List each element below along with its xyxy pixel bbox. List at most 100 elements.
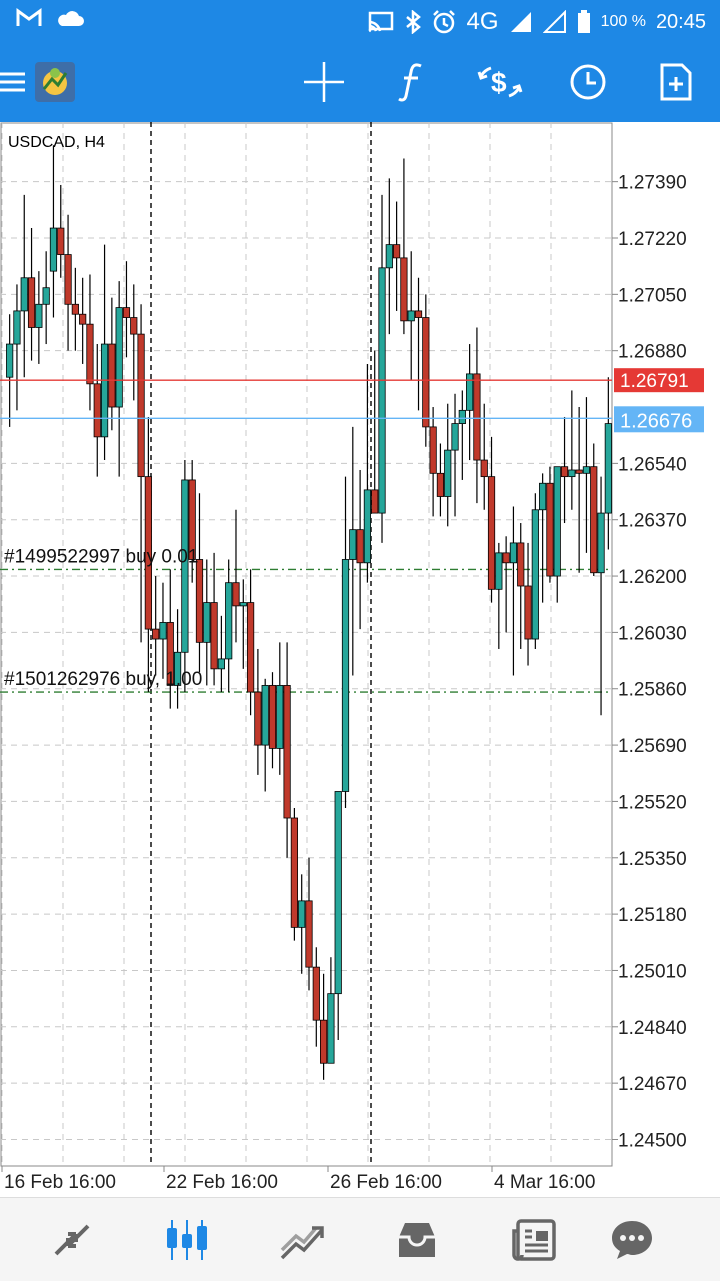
price-label: 1.27050 bbox=[618, 285, 687, 306]
candle-bear bbox=[356, 529, 364, 564]
candle-bear bbox=[93, 383, 101, 438]
price-label: 1.24840 bbox=[618, 1018, 687, 1039]
candle-bear bbox=[210, 602, 218, 670]
candle-bear bbox=[283, 685, 291, 819]
candle-bear bbox=[400, 257, 408, 322]
clock-icon bbox=[570, 64, 606, 100]
candle-bull bbox=[225, 582, 233, 660]
candle-bull bbox=[539, 482, 547, 511]
candle-bear bbox=[71, 303, 79, 315]
signal-icon bbox=[510, 12, 531, 32]
price-label: 1.25180 bbox=[618, 905, 687, 926]
candle-bull bbox=[451, 423, 459, 451]
price-label: 1.25350 bbox=[618, 849, 687, 870]
chart-area[interactable]: 1.27390 1.27220 1.27050 1.26880 1.26540 1.263… bbox=[0, 122, 720, 1197]
candle-bear bbox=[305, 900, 313, 968]
candle-bear bbox=[195, 559, 204, 643]
candle-bear bbox=[137, 333, 145, 478]
candle-bear bbox=[254, 691, 262, 746]
bluetooth-icon bbox=[405, 10, 421, 34]
candle-bear bbox=[414, 310, 423, 318]
candle-bull bbox=[531, 509, 539, 640]
date-label: 16 Feb 16:00 bbox=[4, 1172, 116, 1193]
candlestick-chart[interactable]: 1.27390 1.27220 1.27050 1.26880 1.26540 1.263… bbox=[0, 122, 720, 1197]
ask-label-box bbox=[614, 368, 704, 393]
symbol-timeframe-label: USDCAD, H4 bbox=[8, 134, 105, 151]
candle-bear bbox=[64, 254, 72, 305]
candle-bear bbox=[429, 426, 437, 474]
price-label: 1.25860 bbox=[618, 680, 687, 701]
nav-quotes[interactable] bbox=[22, 1198, 122, 1281]
candle-bull bbox=[181, 479, 189, 653]
nav-news[interactable] bbox=[484, 1198, 584, 1281]
candle-bear bbox=[57, 227, 65, 255]
candle-bull bbox=[42, 287, 50, 305]
price-label: 1.25010 bbox=[618, 961, 687, 982]
timeframe-button[interactable] bbox=[558, 42, 618, 122]
news-icon bbox=[512, 1218, 556, 1261]
cloud-icon bbox=[58, 11, 84, 26]
candle-bear bbox=[246, 602, 255, 693]
app-bar: $ bbox=[0, 42, 720, 122]
candle-bull bbox=[597, 512, 605, 574]
candle-bear bbox=[312, 966, 320, 1021]
menu-icon bbox=[0, 72, 25, 92]
svg-text:$: $ bbox=[491, 67, 507, 98]
candle-bull bbox=[495, 552, 503, 590]
nav-chat[interactable] bbox=[582, 1198, 682, 1281]
candle-bull bbox=[334, 791, 342, 995]
candle-bear bbox=[480, 459, 488, 478]
battery-percent: 100 % bbox=[600, 13, 646, 30]
candle-bull bbox=[458, 409, 466, 425]
nav-history[interactable] bbox=[367, 1198, 467, 1281]
trade-icon: $ bbox=[477, 66, 523, 98]
candle-bull bbox=[203, 602, 211, 643]
crosshair-button[interactable] bbox=[294, 42, 354, 122]
candle-bull bbox=[261, 685, 269, 746]
menu-button[interactable] bbox=[0, 42, 42, 122]
signal-empty-icon bbox=[542, 10, 566, 33]
candle-bear bbox=[590, 466, 598, 574]
nav-trade[interactable] bbox=[252, 1198, 352, 1281]
candle-bull bbox=[327, 993, 335, 1064]
candle-bull bbox=[173, 651, 182, 686]
ask-price-label: 1.26791 bbox=[620, 371, 689, 392]
candle-bear bbox=[86, 323, 94, 385]
gmail-icon bbox=[16, 8, 42, 26]
history-icon bbox=[399, 1222, 435, 1257]
candle-bear bbox=[546, 482, 554, 577]
alarm-icon bbox=[432, 10, 455, 34]
network-type: 4G bbox=[466, 8, 499, 35]
candle-bear bbox=[502, 552, 510, 564]
candle-bull bbox=[407, 310, 415, 322]
new-order-button[interactable] bbox=[646, 42, 706, 122]
price-label: 1.24670 bbox=[618, 1074, 687, 1095]
price-label: 1.26030 bbox=[618, 623, 687, 644]
candle-bull bbox=[20, 277, 28, 312]
candle-bear bbox=[320, 1019, 328, 1064]
candle-bear bbox=[371, 489, 379, 514]
chart-icon bbox=[167, 1219, 207, 1260]
price-label: 1.27220 bbox=[618, 229, 687, 250]
app-logo bbox=[35, 62, 75, 102]
candle-bull bbox=[35, 303, 43, 328]
trade-button[interactable]: $ bbox=[470, 42, 530, 122]
indicators-button[interactable] bbox=[382, 42, 442, 122]
cast-icon bbox=[367, 11, 393, 33]
bid-label-box bbox=[614, 406, 704, 433]
candle-bull bbox=[466, 373, 474, 411]
candle-bull bbox=[604, 423, 612, 514]
battery-icon bbox=[577, 10, 590, 33]
candle-bull bbox=[6, 343, 14, 378]
candle-bull bbox=[100, 343, 109, 438]
candle-bear bbox=[232, 582, 240, 607]
candle-bear bbox=[560, 466, 569, 478]
candle-bear bbox=[130, 317, 138, 335]
candle-bull bbox=[217, 658, 225, 670]
candle-bear bbox=[122, 307, 131, 318]
candle-bull bbox=[341, 559, 350, 792]
candle-bull bbox=[159, 622, 167, 640]
app-logo-button[interactable] bbox=[25, 42, 85, 122]
price-label: 1.25690 bbox=[618, 736, 687, 757]
nav-chart[interactable] bbox=[137, 1198, 237, 1281]
